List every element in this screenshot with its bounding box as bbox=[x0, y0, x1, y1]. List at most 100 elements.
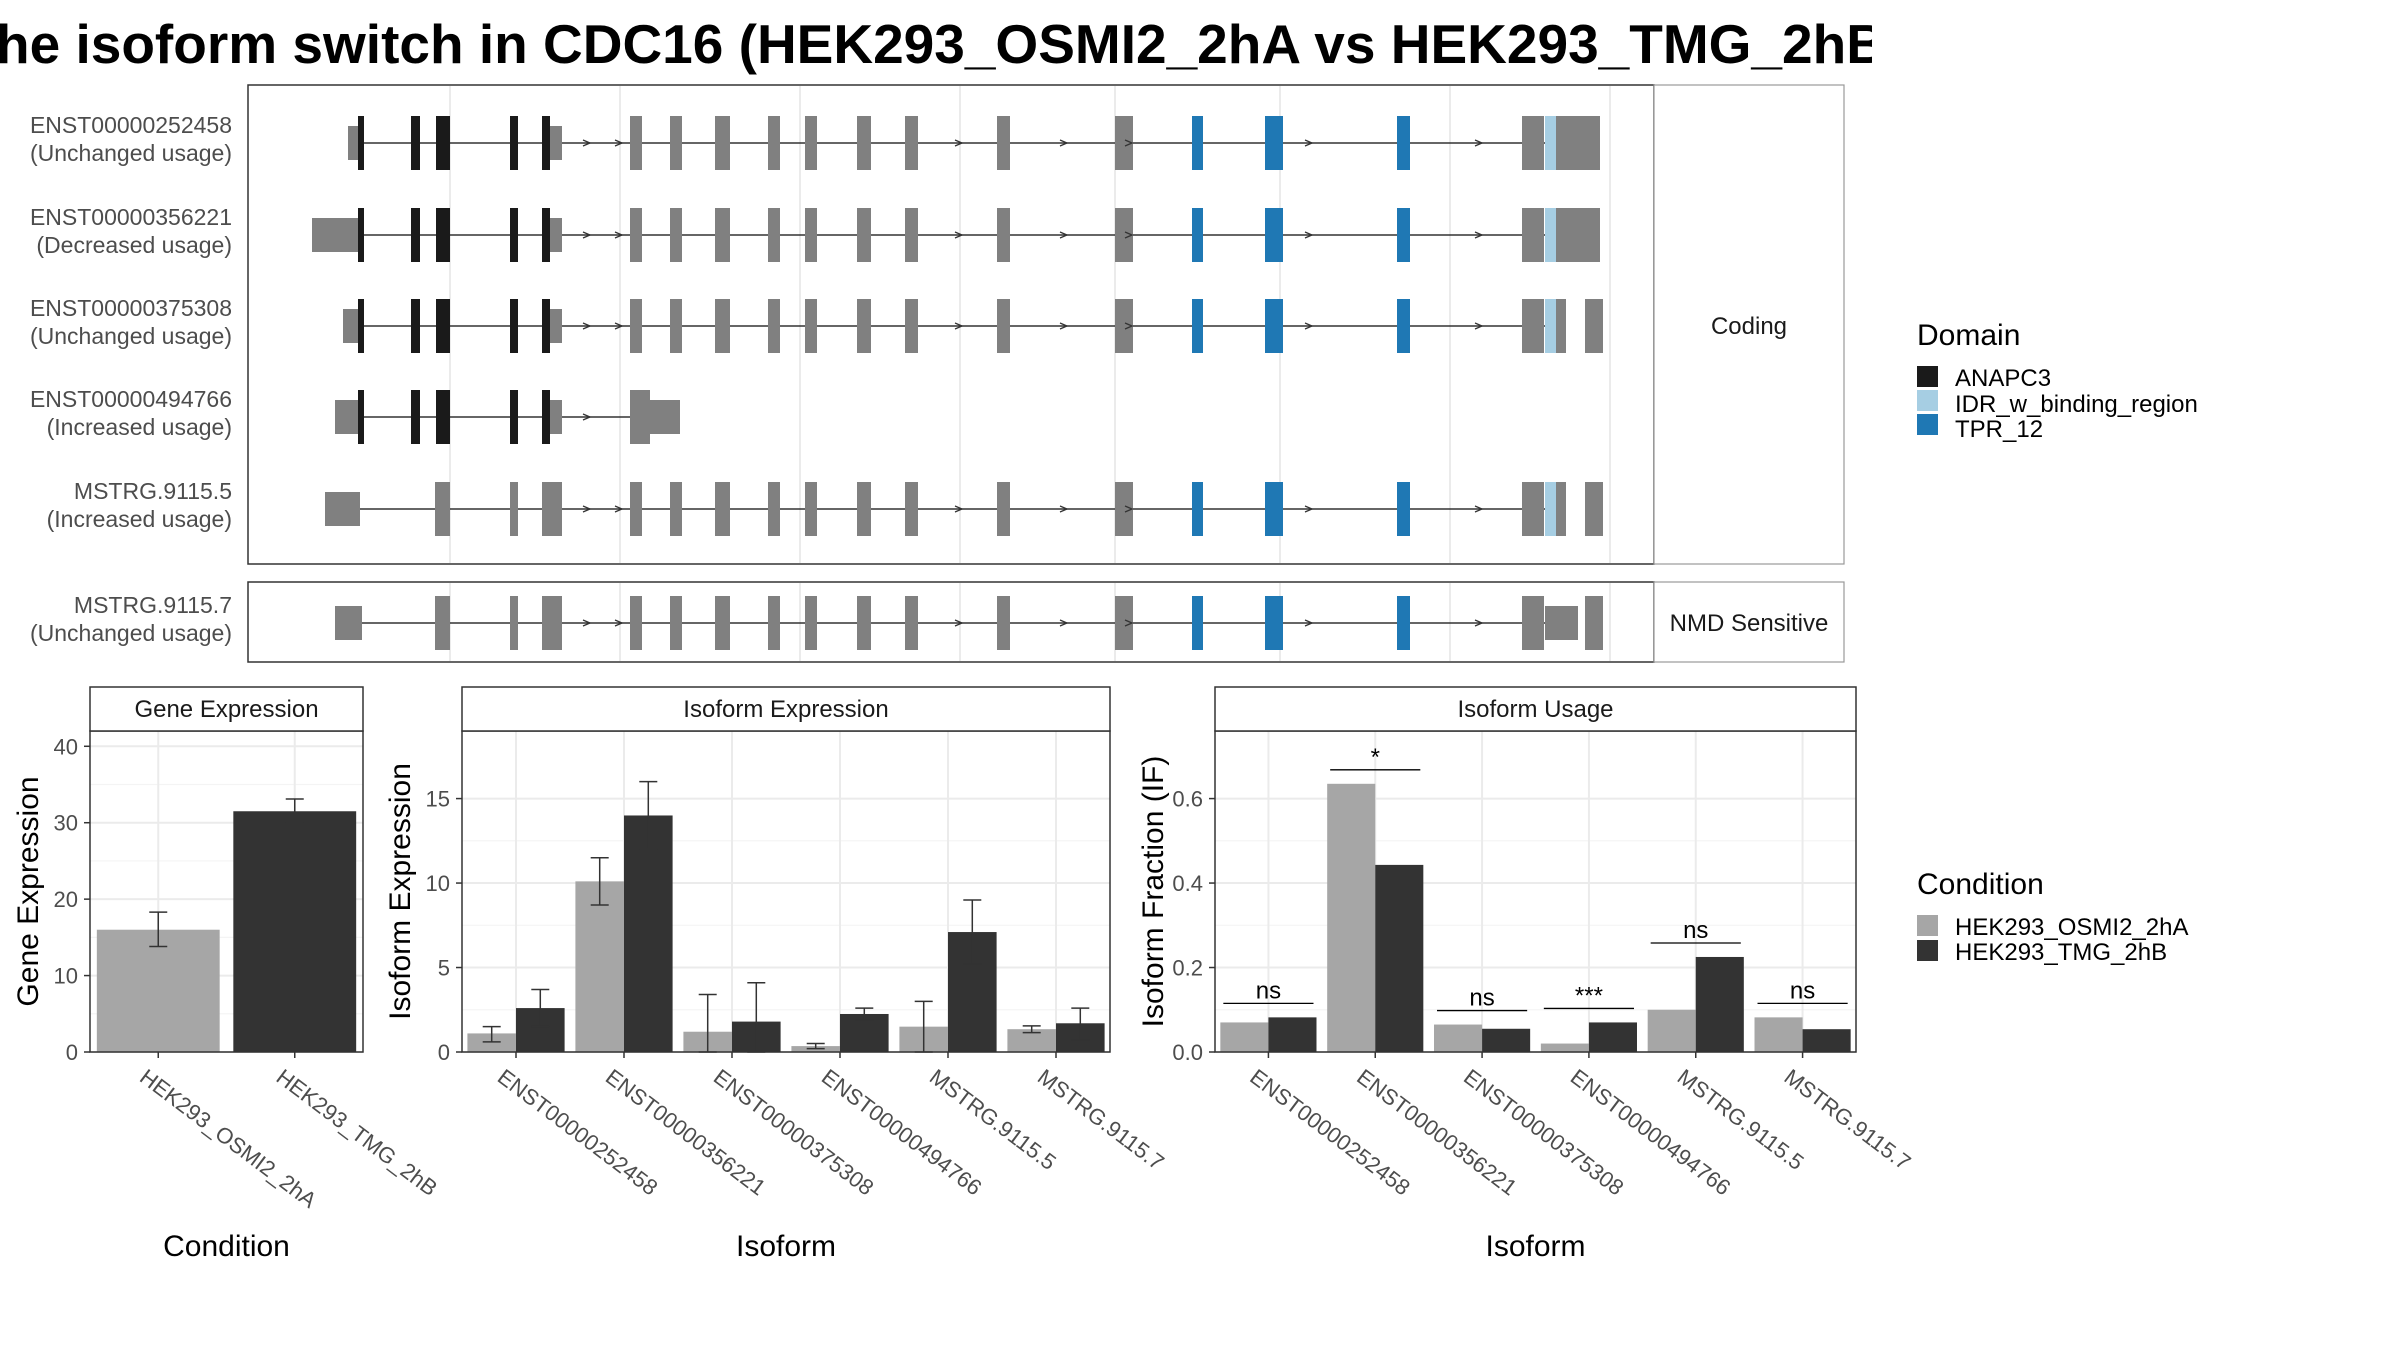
transcript-row-3 bbox=[343, 299, 1603, 353]
intron-arrow-0 bbox=[582, 322, 592, 330]
intron-arrow-0 bbox=[582, 413, 592, 421]
nmd-facet-strip bbox=[1653, 581, 1845, 663]
tpr-domain-0 bbox=[1265, 596, 1283, 650]
exon-4 bbox=[510, 390, 518, 444]
exon-3 bbox=[436, 116, 450, 170]
exon-14 bbox=[997, 299, 1010, 353]
exon-12 bbox=[997, 482, 1010, 536]
tpr-domain-2 bbox=[1192, 299, 1203, 353]
transcript-id-label: MSTRG.9115.5 bbox=[74, 478, 232, 504]
intron-arrow-1 bbox=[614, 505, 624, 513]
y-tick-label: 0 bbox=[438, 1040, 450, 1065]
bar-HEK293_OSMI2_2hA-MSTRG.9115.7 bbox=[1754, 1017, 1803, 1052]
condition-legend-title: Condition bbox=[1917, 868, 2044, 901]
transcript-status-label: (Unchanged usage) bbox=[30, 140, 232, 166]
transcript-status-label: (Increased usage) bbox=[47, 414, 232, 440]
facet-strip bbox=[1214, 686, 1857, 732]
y-tick-label: 20 bbox=[54, 887, 78, 912]
exon-2 bbox=[411, 299, 420, 353]
exon-8 bbox=[768, 482, 780, 536]
y-tick-label: 40 bbox=[54, 734, 78, 759]
exon-10 bbox=[768, 299, 780, 353]
transcript-status-label: (Unchanged usage) bbox=[30, 323, 232, 349]
exon-11 bbox=[805, 208, 817, 262]
exon-12 bbox=[997, 596, 1010, 650]
intron-arrow-1 bbox=[614, 322, 624, 330]
exon-8 bbox=[768, 596, 780, 650]
exon-6 bbox=[670, 482, 682, 536]
exon-2 bbox=[411, 116, 420, 170]
exon-19 bbox=[1522, 208, 1544, 262]
exon-9 bbox=[805, 596, 817, 650]
facet-label-coding: Coding bbox=[1711, 313, 1787, 340]
transcript-row-6 bbox=[335, 596, 1603, 650]
exon-21 bbox=[1556, 299, 1566, 353]
coding-panel bbox=[247, 84, 1655, 565]
chart-title: he isoform switch in CDC16 (HEK293_OSMI2… bbox=[0, 13, 1872, 75]
exon-5 bbox=[542, 208, 550, 262]
intron-arrow-5 bbox=[1304, 619, 1314, 627]
exon-20 bbox=[1545, 116, 1556, 170]
bar-HEK293_TMG_2hB-ENST00000252458 bbox=[1268, 1017, 1317, 1052]
exon-8 bbox=[670, 116, 682, 170]
exon-13 bbox=[1115, 596, 1133, 650]
condition-legend: Condition HEK293_OSMI2_2hA HEK293_TMG_2h… bbox=[1917, 868, 2188, 966]
exon-4 bbox=[510, 116, 518, 170]
exon-9 bbox=[715, 208, 730, 262]
exon-10 bbox=[768, 116, 780, 170]
intron-arrow-2 bbox=[954, 231, 964, 239]
coding-facet-strip bbox=[1653, 84, 1845, 565]
legend-swatch-tpr bbox=[1917, 414, 1938, 435]
tpr-domain-1 bbox=[1397, 596, 1410, 650]
y-tick-label: 10 bbox=[54, 964, 78, 989]
facet-label-nmd: NMD Sensitive bbox=[1670, 610, 1829, 637]
exon-22 bbox=[1568, 116, 1600, 170]
bar-HEK293_OSMI2_2hA-ENST00000375308 bbox=[1434, 1024, 1483, 1052]
intron-arrow-5 bbox=[1304, 505, 1314, 513]
exon-13 bbox=[1115, 482, 1133, 536]
exon-11 bbox=[905, 596, 918, 650]
exon-12 bbox=[857, 208, 871, 262]
exon-18 bbox=[1545, 606, 1578, 640]
plot-background bbox=[1215, 731, 1856, 1052]
y-tick-label: 30 bbox=[54, 811, 78, 836]
legend-label-osmi2: HEK293_OSMI2_2hA bbox=[1955, 914, 2188, 941]
exon-14 bbox=[997, 208, 1010, 262]
exon-1 bbox=[435, 482, 450, 536]
plot-background bbox=[462, 731, 1110, 1052]
tpr-domain-1 bbox=[1397, 208, 1410, 262]
exon-22 bbox=[1585, 299, 1603, 353]
facet-strip-title: Isoform Expression bbox=[683, 696, 888, 723]
legend-swatch-osmi2 bbox=[1917, 915, 1938, 936]
intron-arrow-2 bbox=[954, 619, 964, 627]
exon-19 bbox=[1585, 596, 1603, 650]
exon-9 bbox=[805, 482, 817, 536]
exon-14 bbox=[997, 116, 1010, 170]
exon-8 bbox=[650, 400, 680, 434]
exon-11 bbox=[905, 482, 918, 536]
exon-18 bbox=[1545, 482, 1556, 536]
exon-8 bbox=[670, 299, 682, 353]
intron-arrow-3 bbox=[1059, 139, 1069, 147]
y-axis-title: Isoform Fraction (IF) bbox=[1137, 756, 1170, 1028]
exon-5 bbox=[630, 596, 642, 650]
exon-5 bbox=[542, 116, 550, 170]
transcript-row-4 bbox=[335, 390, 680, 444]
exon-21 bbox=[1556, 208, 1568, 262]
exon-19 bbox=[1556, 482, 1566, 536]
exon-1 bbox=[358, 208, 364, 262]
tpr-domain-0 bbox=[1265, 299, 1283, 353]
exon-5 bbox=[542, 299, 550, 353]
transcript-status-label: (Unchanged usage) bbox=[30, 620, 232, 646]
transcript-row-1 bbox=[348, 116, 1600, 170]
exon-0 bbox=[348, 126, 358, 160]
legend-label-anapc3: ANAPC3 bbox=[1955, 365, 2051, 392]
significance-label: ns bbox=[1256, 977, 1281, 1004]
transcript-id-label: ENST00000252458 bbox=[30, 112, 232, 138]
facet-strip bbox=[89, 686, 364, 732]
significance-label: ns bbox=[1790, 977, 1815, 1004]
legend-label-tpr: TPR_12 bbox=[1955, 416, 2043, 443]
exon-21 bbox=[1556, 116, 1568, 170]
